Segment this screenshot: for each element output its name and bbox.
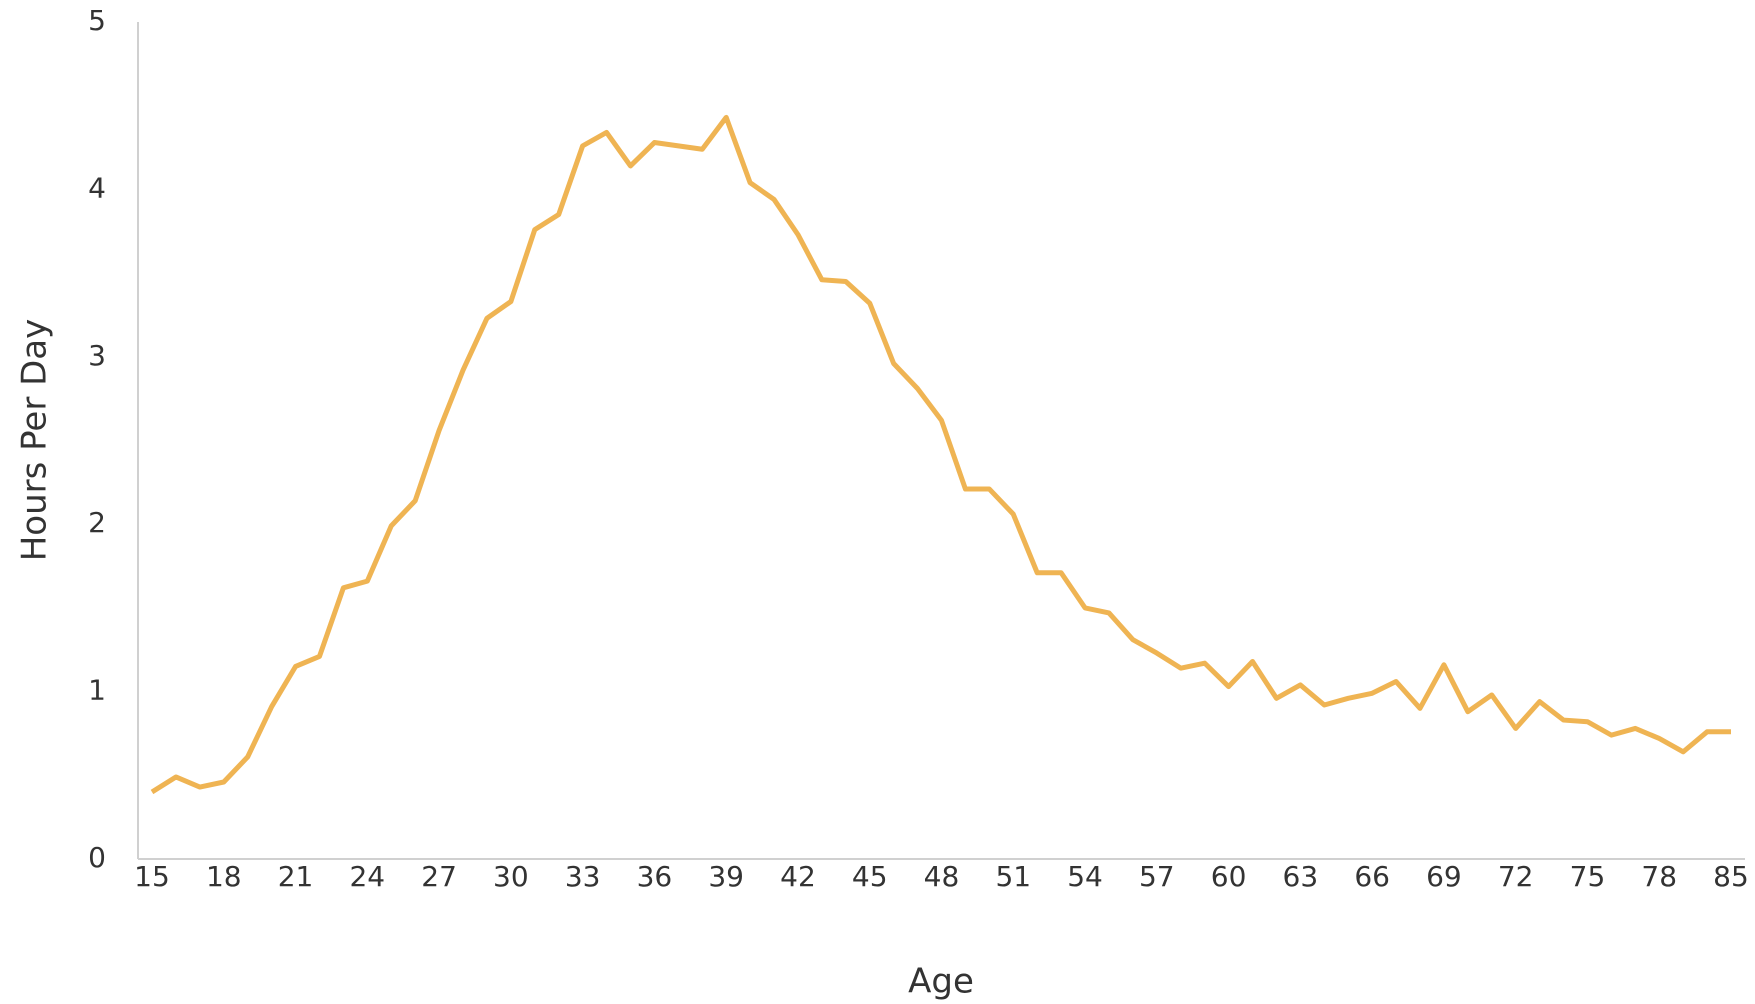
x-tick-label: 72 [1498, 860, 1534, 893]
x-tick-label: 63 [1283, 860, 1319, 893]
x-tick-label: 66 [1354, 860, 1390, 893]
x-tick-label: 54 [1067, 860, 1103, 893]
x-tick-label: 18 [206, 860, 242, 893]
y-tick-label: 3 [88, 339, 106, 372]
y-tick-label: 0 [88, 841, 106, 874]
x-tick-label: 45 [852, 860, 888, 893]
x-axis-label: Age [908, 962, 974, 1002]
x-tick-label: 85 [1713, 860, 1749, 893]
x-tick-label: 33 [565, 860, 601, 893]
x-tick-label: 78 [1641, 860, 1677, 893]
x-tick-label: 60 [1211, 860, 1247, 893]
data-line [150, 114, 1731, 795]
x-tick-label: 57 [1139, 860, 1175, 893]
x-tick-label: 24 [349, 860, 385, 893]
x-tick-label: 21 [278, 860, 314, 893]
y-tick-label: 2 [88, 506, 106, 539]
x-tick-label: 39 [708, 860, 744, 893]
y-tick-label: 1 [88, 674, 106, 707]
x-tick-label: 15 [134, 860, 170, 893]
x-tick-label: 27 [421, 860, 457, 893]
x-tick-label: 30 [493, 860, 529, 893]
x-tick-label: 51 [995, 860, 1031, 893]
x-tick-label: 69 [1426, 860, 1462, 893]
x-tick-label: 42 [780, 860, 816, 893]
x-tick-label: 75 [1570, 860, 1606, 893]
y-tick-label: 4 [88, 171, 106, 204]
y-axis-label: Hours Per Day [15, 319, 55, 562]
y-tick-label: 5 [88, 4, 106, 37]
x-tick-label: 48 [924, 860, 960, 893]
x-tick-label: 36 [637, 860, 673, 893]
